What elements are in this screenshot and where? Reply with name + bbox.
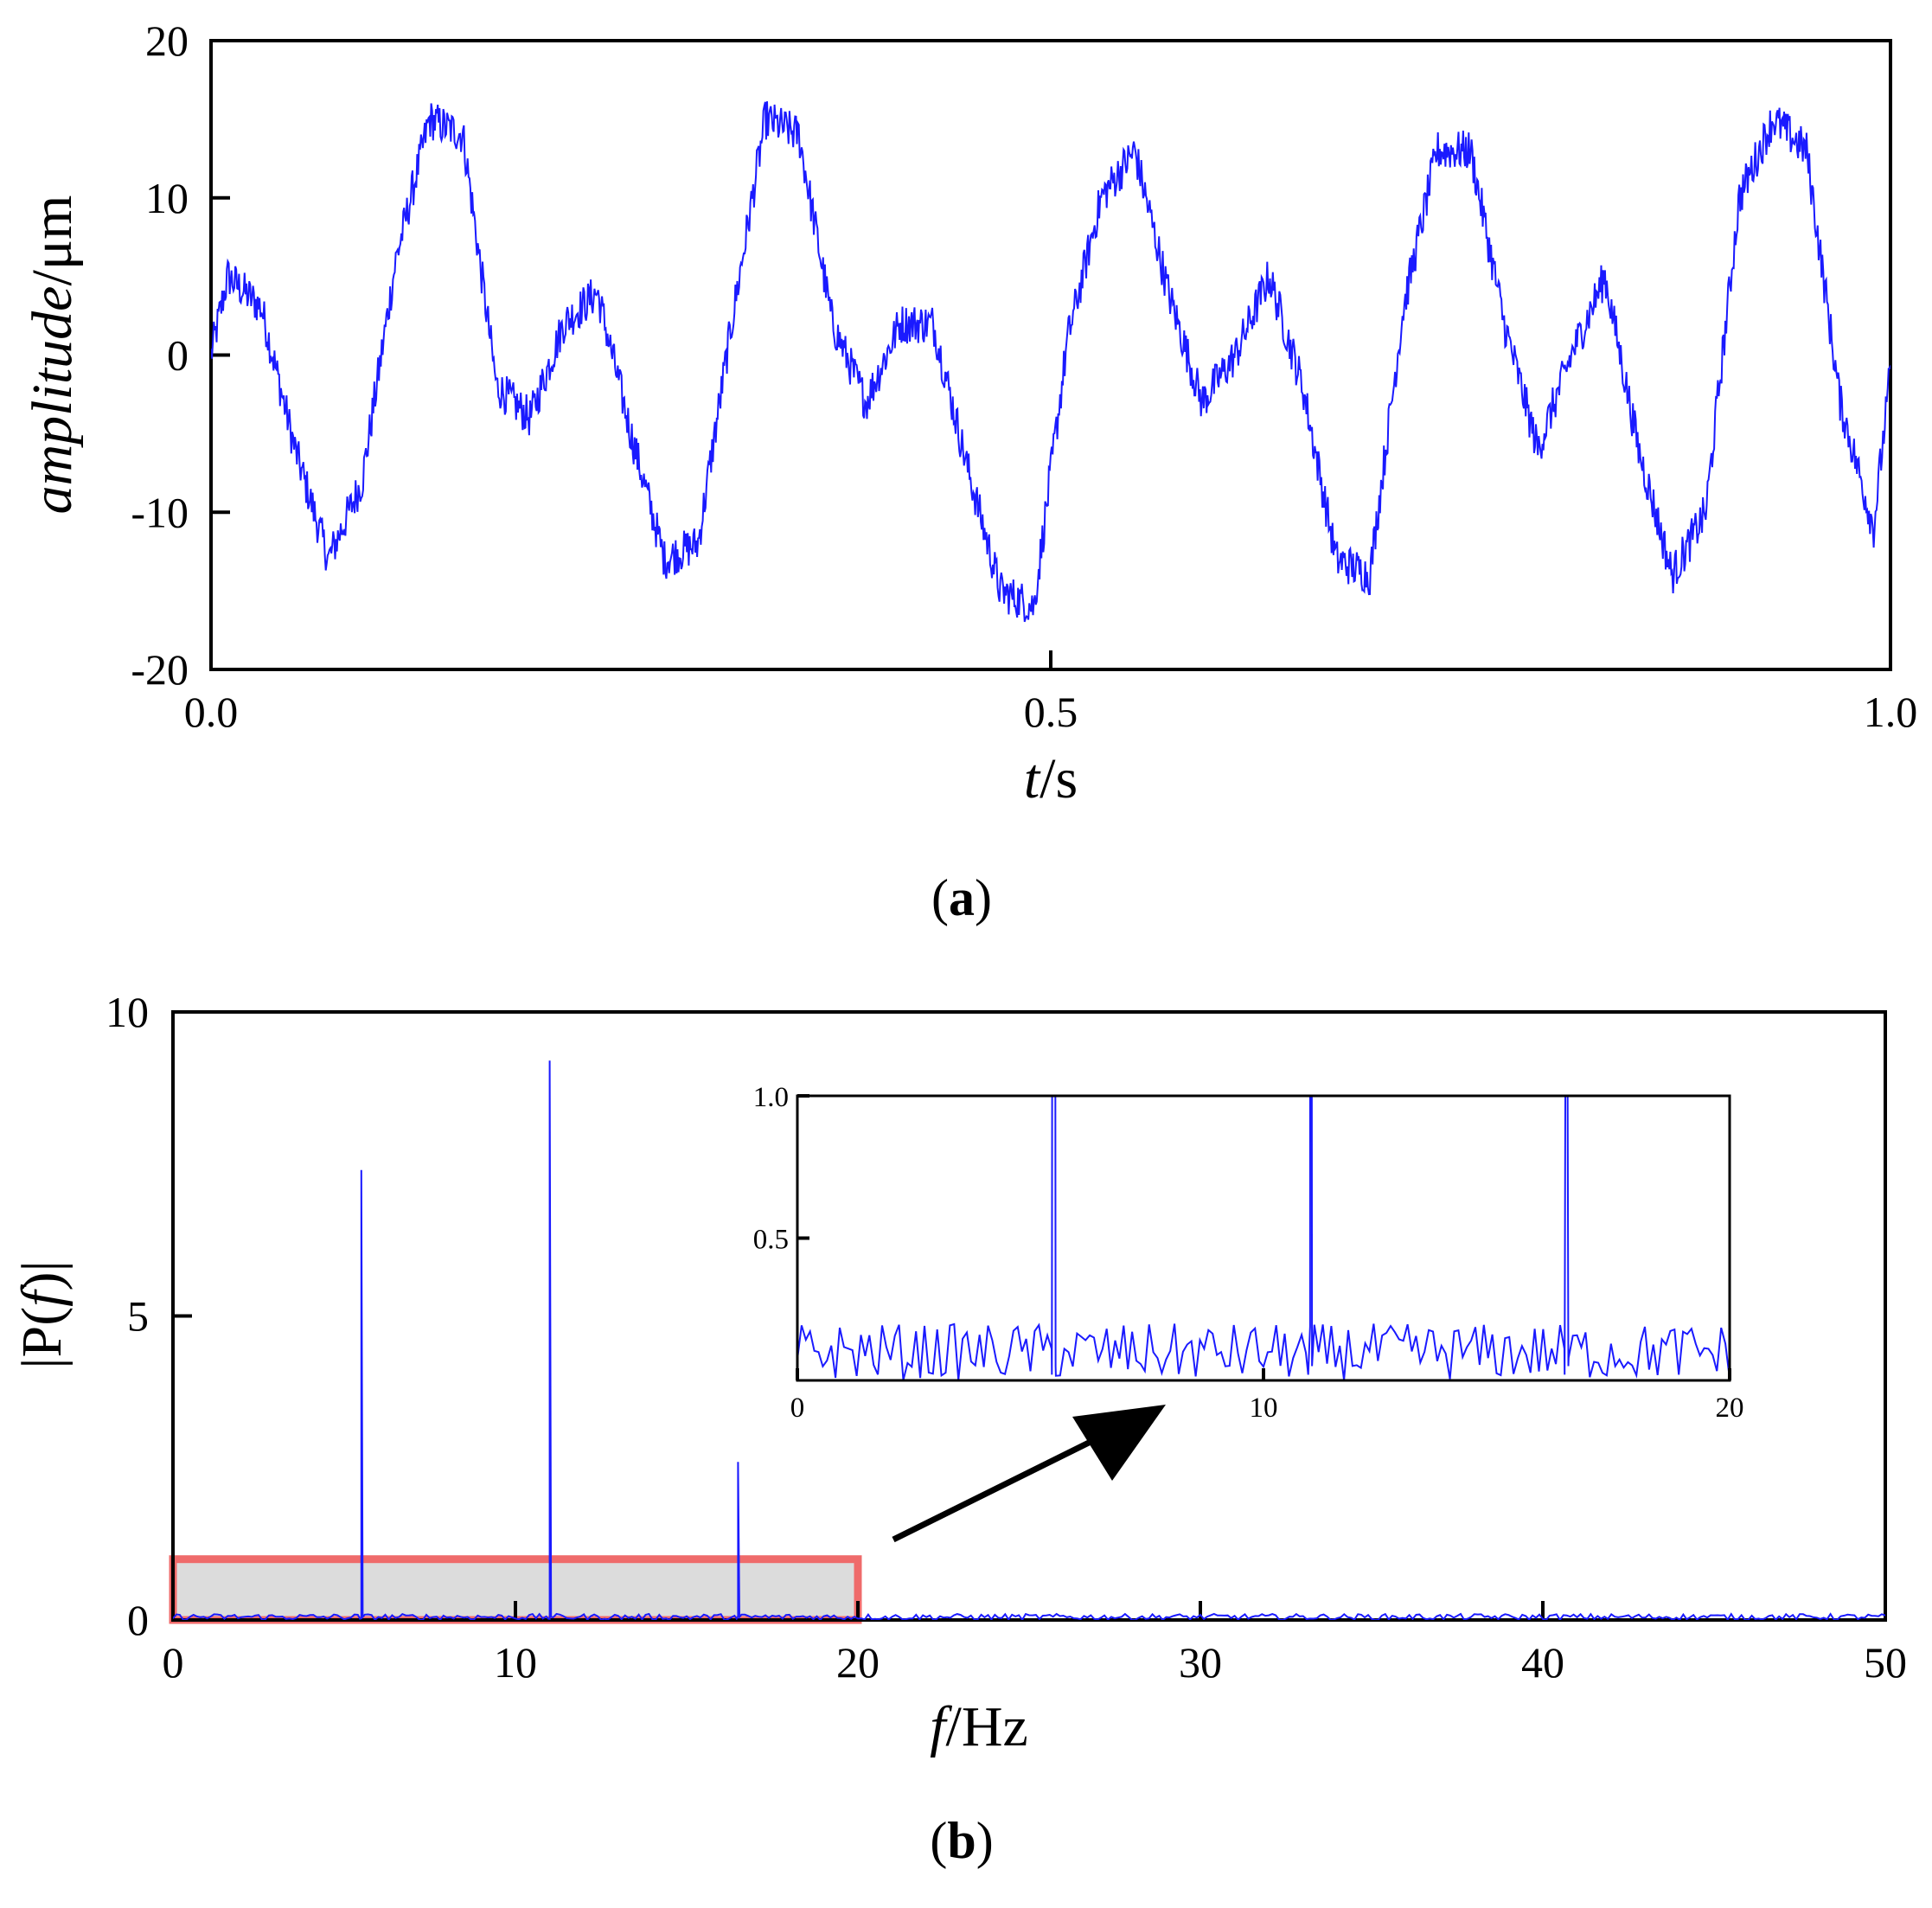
panel-a-y-axis-title: amplitude/μm xyxy=(21,195,84,514)
panel-a-x-tick-label: 0.0 xyxy=(184,688,239,736)
inset-tick-labels: 0 10 20 0.5 1.0 xyxy=(753,1082,1744,1424)
panel-b-x-unit: /Hz xyxy=(946,1695,1028,1758)
panel-b-x-tick-label: 40 xyxy=(1521,1638,1564,1687)
panel-b-x-tick-label: 50 xyxy=(1864,1638,1907,1687)
panel-a-y-tick-label: 0 xyxy=(167,331,189,380)
inset-ticks xyxy=(796,1094,1731,1380)
panel-b-caption-open: ( xyxy=(930,1812,947,1869)
panel-a-x-axis-title: t/s xyxy=(1024,747,1078,810)
panel-b-x-axis-title: f/Hz xyxy=(930,1695,1028,1758)
inset-x-tick-label: 20 xyxy=(1716,1393,1744,1424)
inset-y-tick-label: 0.5 xyxy=(753,1225,789,1256)
panel-b-y-open: |P( xyxy=(10,1307,74,1369)
panel-a-x-var: t xyxy=(1024,747,1041,810)
zoom-arrow-line xyxy=(892,1437,1096,1543)
panel-a-y-tick-label: 10 xyxy=(145,174,189,222)
panel-a-caption: (a) xyxy=(931,869,992,926)
panel-b-spectrum-series xyxy=(173,1060,1885,1620)
inset-x-tick-label: 0 xyxy=(790,1393,805,1424)
panel-b-y-tick-label: 0 xyxy=(127,1596,149,1644)
panel-a-x-tick-label: 1.0 xyxy=(1864,688,1918,736)
panel-b-y-tick-label: 5 xyxy=(127,1292,149,1341)
panel-b-tick-labels: 0 10 20 30 40 50 0 5 10 xyxy=(106,988,1907,1687)
panel-b-y-close: )| xyxy=(10,1260,74,1290)
inset-y-tick-label: 1.0 xyxy=(753,1082,789,1113)
panel-b-x-tick-label: 10 xyxy=(494,1638,537,1687)
panel-a-y-unit: /μm xyxy=(21,195,84,285)
panel-b-x-tick-label: 0 xyxy=(163,1638,184,1687)
panel-b-caption-letter: b xyxy=(947,1812,976,1869)
inset-spectrum-series xyxy=(797,1096,1730,1380)
zoom-arrow-head xyxy=(1072,1405,1166,1481)
panel-a-y-tick-label: -20 xyxy=(131,645,189,694)
panel-a-y-tick-label: 20 xyxy=(145,16,189,65)
panel-b-caption: (b) xyxy=(930,1812,993,1869)
inset-chart: 0 10 20 0.5 1.0 xyxy=(753,1082,1744,1424)
panel-a-caption-letter: a xyxy=(949,869,975,926)
panel-b-x-tick-label: 30 xyxy=(1179,1638,1222,1687)
panel-a-x-unit: /s xyxy=(1040,747,1078,810)
panel-a-tick-labels: 0.0 0.5 1.0 -20 -10 0 10 20 xyxy=(131,16,1917,736)
panel-b-x-tick-label: 20 xyxy=(836,1638,880,1687)
panel-a-caption-open: ( xyxy=(931,869,949,926)
panel-b-y-axis-title: |P(f)| xyxy=(10,1260,74,1368)
panel-a-x-tick-label: 0.5 xyxy=(1024,688,1078,736)
panel-a-caption-close: ) xyxy=(975,869,992,926)
panel-a-ticks xyxy=(209,39,1892,671)
inset-x-tick-label: 10 xyxy=(1250,1393,1278,1424)
panel-b-caption-close: ) xyxy=(976,1812,994,1869)
panel-a-y-var: amplitude xyxy=(21,286,84,515)
inset-background xyxy=(797,1096,1730,1380)
panel-a-y-tick-label: -10 xyxy=(131,488,189,536)
panel-b-y-tick-label: 10 xyxy=(106,988,149,1036)
panel-a-amplitude-series xyxy=(211,101,1890,623)
